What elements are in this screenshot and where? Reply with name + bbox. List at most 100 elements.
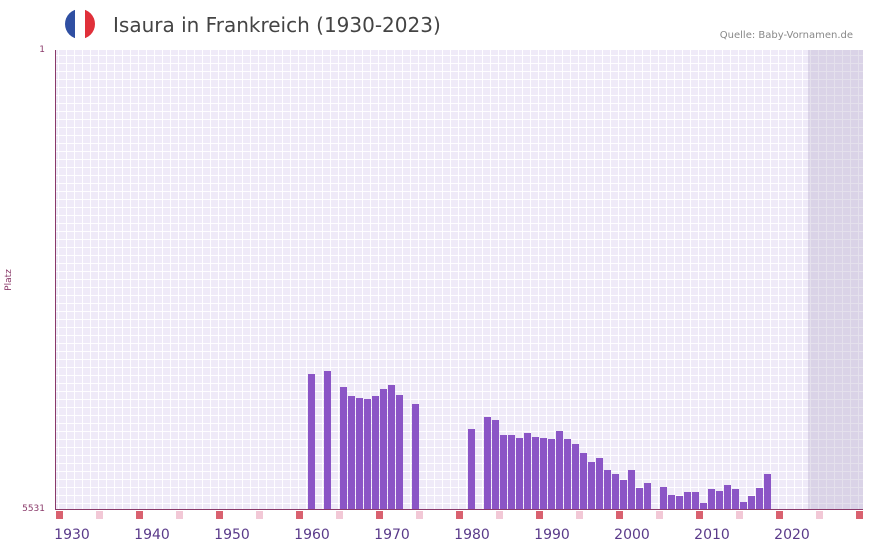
grid-line <box>762 50 763 510</box>
grid-line <box>130 50 131 510</box>
grid-line <box>194 50 195 510</box>
grid-line <box>202 50 203 510</box>
grid-line <box>55 95 863 96</box>
grid-line <box>55 279 863 280</box>
bar[interactable] <box>340 387 347 510</box>
grid-line <box>586 50 587 510</box>
bar[interactable] <box>684 492 691 510</box>
bar[interactable] <box>412 404 419 510</box>
grid-line <box>434 50 435 510</box>
grid-line <box>634 50 635 510</box>
bar[interactable] <box>588 462 595 510</box>
bar[interactable] <box>516 438 523 510</box>
bar[interactable] <box>500 435 507 510</box>
grid-line <box>90 50 91 510</box>
bar[interactable] <box>628 470 635 510</box>
grid-line <box>55 215 863 216</box>
bar[interactable] <box>548 439 555 510</box>
grid-line <box>282 50 283 510</box>
bar[interactable] <box>764 474 771 510</box>
grid-line <box>370 50 371 510</box>
bar[interactable] <box>660 487 667 510</box>
bar[interactable] <box>732 489 739 510</box>
bar[interactable] <box>636 488 643 510</box>
grid-line <box>55 127 863 128</box>
grid-line <box>410 50 411 510</box>
grid-line <box>55 111 863 112</box>
bar[interactable] <box>724 485 731 510</box>
grid-line <box>378 50 379 510</box>
grid-line <box>298 50 299 510</box>
bar[interactable] <box>492 420 499 510</box>
grid-line <box>442 50 443 510</box>
bar[interactable] <box>748 496 755 510</box>
x-tick-label: 1940 <box>134 527 170 543</box>
bar[interactable] <box>396 395 403 510</box>
bar[interactable] <box>564 439 571 510</box>
grid-line <box>522 50 523 510</box>
grid-line <box>322 50 323 510</box>
grid-line <box>55 151 863 152</box>
x-tick-label: 2020 <box>774 527 810 543</box>
grid-line <box>55 487 863 488</box>
bar[interactable] <box>540 438 547 510</box>
grid-line <box>58 50 59 510</box>
bar[interactable] <box>716 491 723 510</box>
bar[interactable] <box>372 396 379 510</box>
grid-line <box>242 50 243 510</box>
grid-line <box>55 439 863 440</box>
bar[interactable] <box>356 398 363 510</box>
bar[interactable] <box>324 371 331 510</box>
grid-line <box>666 50 667 510</box>
bar[interactable] <box>468 429 475 510</box>
grid-line <box>610 50 611 510</box>
grid-line <box>55 55 863 56</box>
bar[interactable] <box>348 396 355 510</box>
bar[interactable] <box>612 474 619 510</box>
bar[interactable] <box>692 492 699 510</box>
bar[interactable] <box>580 453 587 510</box>
grid-line <box>55 359 863 360</box>
grid-line <box>330 50 331 510</box>
bar[interactable] <box>700 503 707 510</box>
grid-line <box>258 50 259 510</box>
grid-line <box>114 50 115 510</box>
grid-line <box>538 50 539 510</box>
bar[interactable] <box>604 470 611 510</box>
bar[interactable] <box>308 374 315 510</box>
grid-line <box>55 175 863 176</box>
decade-tick <box>296 511 303 519</box>
grid-line <box>802 50 803 510</box>
bar[interactable] <box>484 417 491 510</box>
grid-line <box>55 391 863 392</box>
y-top-label: 1 <box>39 45 45 55</box>
grid-line <box>394 50 395 510</box>
grid-line <box>55 63 863 64</box>
x-tick-label: 1980 <box>454 527 490 543</box>
bar[interactable] <box>572 444 579 510</box>
bar[interactable] <box>596 458 603 510</box>
bar[interactable] <box>388 385 395 510</box>
bar[interactable] <box>668 495 675 510</box>
bar[interactable] <box>756 488 763 510</box>
grid-line <box>55 183 863 184</box>
grid-line <box>602 50 603 510</box>
grid-line <box>730 50 731 510</box>
bar[interactable] <box>708 489 715 510</box>
half-decade-tick <box>256 511 263 519</box>
bar[interactable] <box>556 431 563 510</box>
bar[interactable] <box>364 399 371 510</box>
bar[interactable] <box>508 435 515 510</box>
grid-line <box>794 50 795 510</box>
bar[interactable] <box>740 502 747 510</box>
grid-line <box>122 50 123 510</box>
grid-line <box>55 247 863 248</box>
bar[interactable] <box>524 433 531 510</box>
bar[interactable] <box>644 483 651 510</box>
bar[interactable] <box>620 480 627 510</box>
bar[interactable] <box>380 389 387 510</box>
grid-line <box>426 50 427 510</box>
bar[interactable] <box>676 496 683 510</box>
bar[interactable] <box>532 437 539 510</box>
grid-line <box>858 50 859 510</box>
